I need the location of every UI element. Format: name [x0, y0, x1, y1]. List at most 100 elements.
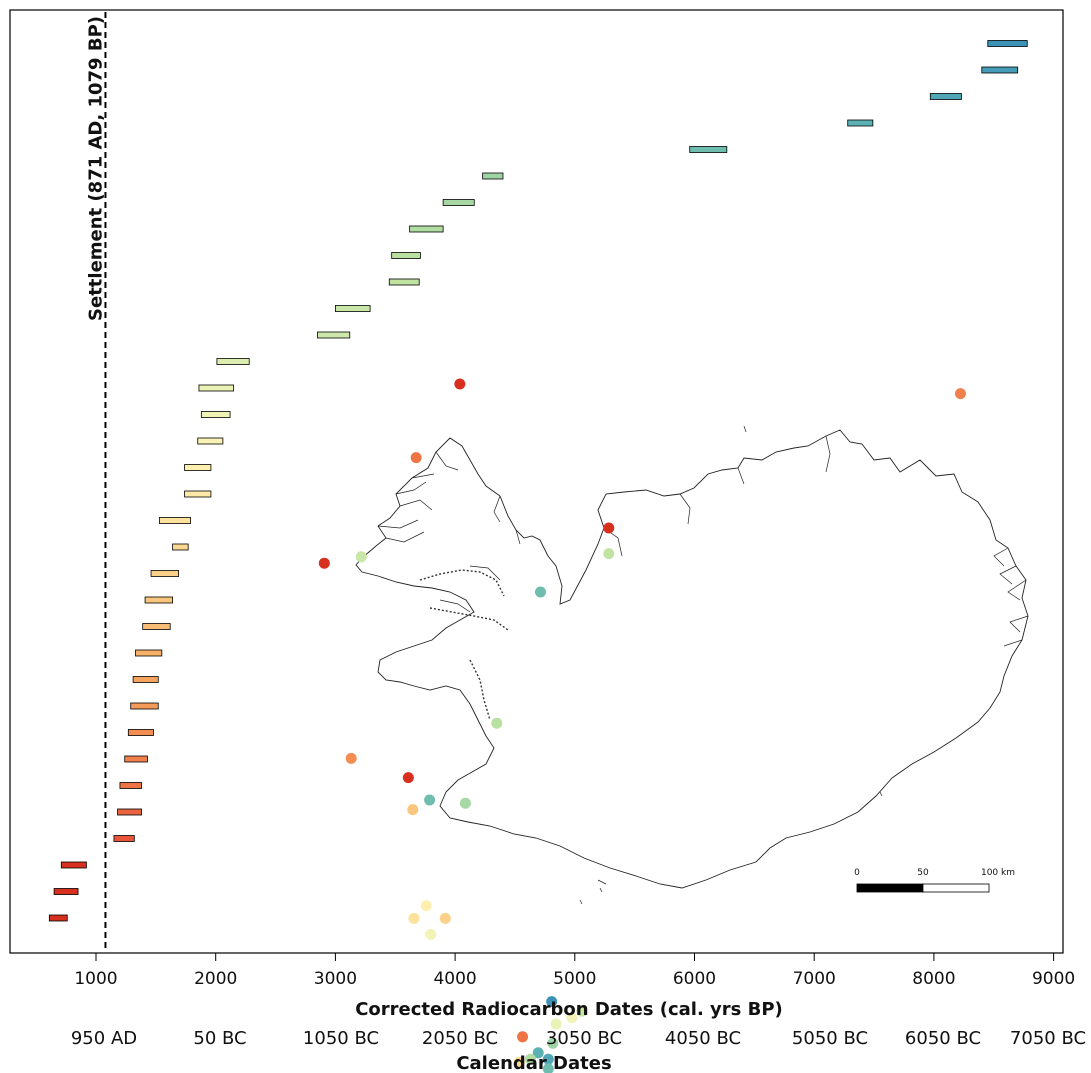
offshore-islets — [579, 425, 883, 905]
iceland-outline — [355, 429, 1029, 889]
site-marker — [547, 1037, 559, 1049]
date-range-bar — [981, 66, 1019, 74]
scale-bar: 0 50 100 km — [854, 868, 1015, 893]
iceland-map: 0 50 100 km — [318, 378, 1029, 1073]
date-range-bar — [929, 93, 962, 100]
site-marker — [513, 1056, 525, 1068]
date-range-bar — [198, 384, 235, 392]
date-range-bar — [135, 649, 163, 657]
site-marker — [603, 522, 615, 534]
date-range-bar — [113, 835, 135, 842]
site-marker — [542, 1063, 554, 1073]
date-range-bar — [216, 358, 250, 365]
breidafjordur-islands — [419, 569, 509, 721]
plot-frame — [9, 9, 1064, 954]
scale-bar-white — [922, 883, 990, 893]
x-tick-label: 9000 — [1032, 969, 1075, 989]
x-tick-label: 8000 — [912, 969, 955, 989]
date-range-bar — [482, 172, 504, 180]
site-marker — [425, 928, 437, 940]
site-marker — [576, 1005, 588, 1017]
settlement-label: Settlement (871 AD, 1079 BP) — [85, 16, 106, 321]
date-range-bar — [847, 119, 874, 127]
calendar-tick-label: 2050 BC — [422, 1028, 498, 1049]
calendar-tick-label: 50 BC — [193, 1028, 246, 1049]
site-marker — [532, 1047, 544, 1059]
site-marker — [524, 1053, 536, 1065]
scale-bar-black — [856, 883, 924, 893]
date-range-bar — [391, 252, 421, 259]
date-range-bar — [48, 914, 68, 922]
date-range-bar — [200, 411, 231, 418]
calendar-tick-label: 4050 BC — [665, 1028, 741, 1049]
date-range-bar — [150, 570, 179, 577]
date-range-bar — [317, 331, 351, 339]
date-range-bar — [130, 702, 159, 710]
date-range-bar — [172, 543, 189, 551]
date-range-bar — [184, 464, 212, 471]
calendar-tick-label: 5050 BC — [792, 1028, 868, 1049]
site-marker — [402, 772, 414, 784]
date-range-bar — [60, 861, 87, 869]
site-marker — [550, 1018, 562, 1030]
date-range-bar — [388, 278, 420, 286]
site-marker — [542, 1053, 554, 1065]
date-range-bars — [48, 40, 1028, 922]
x-tick-label: 6000 — [673, 969, 716, 989]
site-marker — [534, 586, 546, 598]
site-marker — [424, 794, 436, 806]
date-range-bar — [689, 146, 728, 153]
site-marker — [459, 797, 471, 809]
date-range-bar — [142, 623, 171, 630]
site-marker — [355, 551, 367, 563]
x-axis: 1000 2000 3000 4000 5000 6000 7000 8000 9000 — [74, 953, 1075, 989]
site-marker — [603, 548, 615, 560]
scale-label-100: 100 km — [981, 868, 1015, 878]
date-range-bar — [124, 755, 148, 763]
date-range-bar — [987, 40, 1028, 47]
site-marker — [345, 752, 357, 764]
date-range-bar — [132, 676, 159, 683]
date-range-bar — [119, 782, 142, 789]
scale-label-0: 0 — [854, 868, 860, 878]
site-marker — [566, 1012, 578, 1024]
site-marker — [454, 378, 466, 390]
site-marker — [410, 452, 422, 464]
date-range-bar — [159, 517, 191, 524]
site-marker — [420, 900, 432, 912]
calendar-axis-title: Calendar Dates — [456, 1053, 611, 1073]
date-range-bar — [334, 305, 371, 312]
calendar-tick-label: 6050 BC — [905, 1028, 981, 1049]
site-marker — [408, 912, 420, 924]
calendar-tick-label: 7050 BC — [1010, 1028, 1086, 1049]
date-range-bar — [144, 596, 174, 604]
site-marker — [318, 557, 330, 569]
x-tick-label: 5000 — [553, 969, 596, 989]
site-marker — [439, 912, 451, 924]
date-range-bar — [197, 437, 224, 445]
site-marker — [407, 804, 419, 816]
x-tick-label: 3000 — [314, 969, 357, 989]
scale-label-50: 50 — [917, 868, 929, 878]
calendar-tick-label: 1050 BC — [303, 1028, 379, 1049]
site-markers — [318, 378, 966, 1073]
x-tick-label: 1000 — [74, 969, 117, 989]
date-range-bar — [184, 490, 212, 498]
x-axis-title: Corrected Radiocarbon Dates (cal. yrs BP… — [355, 999, 783, 1020]
date-range-bar — [117, 808, 142, 816]
calendar-tick-label: 3050 BC — [546, 1028, 622, 1049]
site-marker — [491, 717, 503, 729]
settlement-reference: Settlement (871 AD, 1079 BP) — [85, 12, 107, 952]
westfjord-inlets — [377, 451, 521, 613]
x-tick-label: 2000 — [194, 969, 237, 989]
x-tick-label: 7000 — [793, 969, 836, 989]
calendar-tick-label: 950 AD — [71, 1028, 137, 1049]
north-fjords — [603, 435, 831, 557]
east-fjords — [993, 547, 1029, 647]
date-range-bar — [127, 729, 154, 736]
calendar-axis: 950 AD 50 BC 1050 BC 2050 BC 3050 BC 4050 BC 5… — [71, 1028, 1086, 1049]
date-range-bar — [53, 888, 79, 895]
date-range-bar — [409, 225, 444, 233]
site-marker — [517, 1031, 529, 1043]
